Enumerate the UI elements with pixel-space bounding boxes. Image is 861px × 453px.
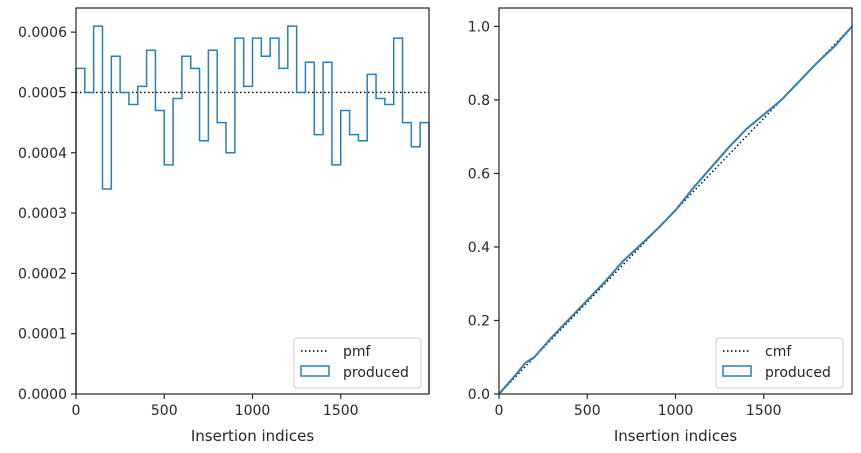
legend-produced-swatch bbox=[300, 365, 330, 377]
x-tick-label: 0 bbox=[72, 403, 81, 419]
y-tick-label: 0.6 bbox=[468, 166, 490, 182]
y-tick-label: 0.0006 bbox=[18, 25, 67, 41]
y-tick-label: 1.0 bbox=[468, 19, 490, 35]
legend-produced-label: produced bbox=[343, 365, 409, 381]
y-tick-label: 0.0003 bbox=[18, 206, 67, 222]
x-tick-label: 0 bbox=[495, 403, 504, 419]
right-chart: 0 500 1000 1500 0.0 0.2 0.4 0.6 0.8 1.0 Insertion… bbox=[468, 7, 853, 445]
x-tick-label: 1000 bbox=[658, 403, 694, 419]
x-tick-label: 500 bbox=[151, 403, 178, 419]
y-tick-label: 0.0004 bbox=[18, 146, 67, 162]
y-tick-label: 0.8 bbox=[468, 93, 490, 109]
y-tick-label: 0.0 bbox=[468, 387, 490, 403]
produced-curve bbox=[498, 25, 853, 395]
y-tick-label: 0.0001 bbox=[18, 327, 67, 343]
produced-histogram bbox=[75, 25, 430, 394]
legend-produced-swatch bbox=[722, 365, 752, 377]
y-tick-label: 0.0002 bbox=[18, 266, 67, 282]
legend-produced-label: produced bbox=[765, 365, 831, 381]
left-xlabel: Insertion indices bbox=[191, 427, 314, 445]
x-tick-label: 500 bbox=[574, 403, 601, 419]
x-tick-label: 1000 bbox=[235, 403, 271, 419]
y-tick-label: 0.0005 bbox=[18, 85, 67, 101]
y-tick-label: 0.2 bbox=[468, 313, 490, 329]
legend-pmf-label: pmf bbox=[343, 344, 372, 360]
left-legend: pmf produced bbox=[293, 337, 422, 389]
left-chart: 0 500 1000 1500 0.0000 0.0001 0.0002 0.0003 0.00… bbox=[18, 7, 430, 445]
x-tick-label: 1500 bbox=[746, 403, 782, 419]
y-tick-label: 0.4 bbox=[468, 240, 490, 256]
left-plot-frame bbox=[75, 7, 430, 395]
right-legend: cmf produced bbox=[715, 337, 844, 389]
right-plot-frame bbox=[498, 7, 853, 395]
legend-cmf-label: cmf bbox=[765, 344, 792, 360]
right-xlabel: Insertion indices bbox=[614, 427, 737, 445]
x-tick-label: 1500 bbox=[323, 403, 359, 419]
y-tick-label: 0.0000 bbox=[18, 387, 67, 403]
